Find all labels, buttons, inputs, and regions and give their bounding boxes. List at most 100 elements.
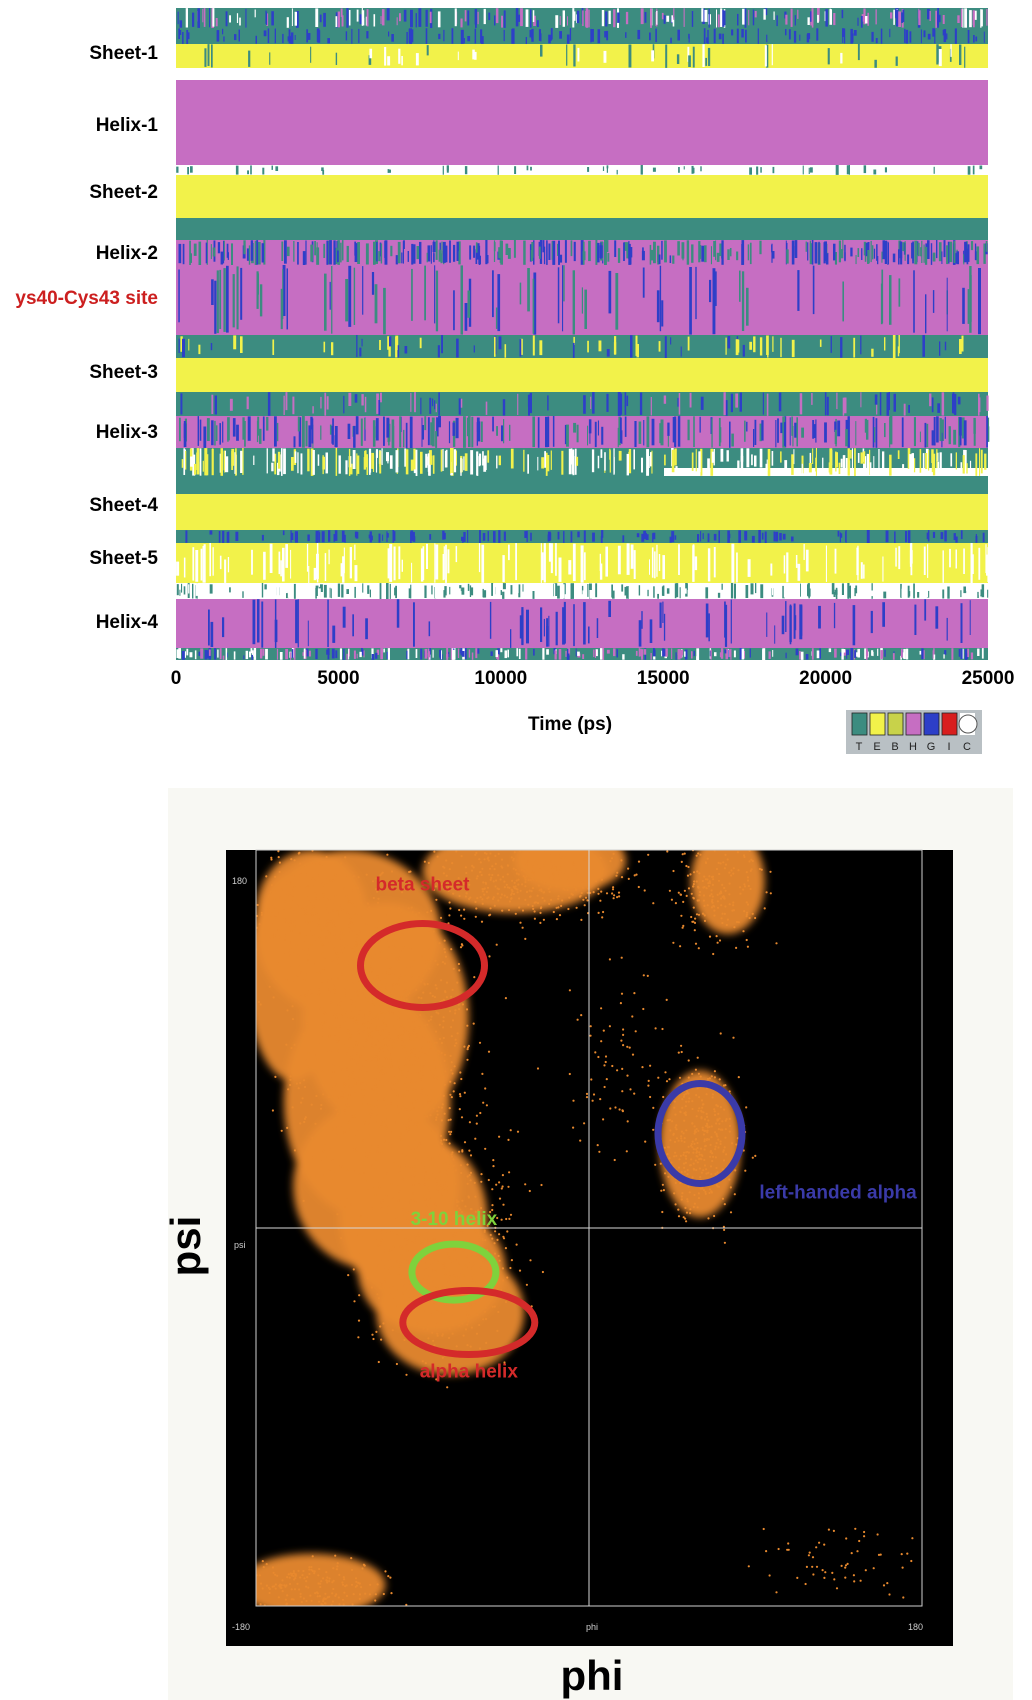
scatter-point (347, 1128, 350, 1131)
scatter-point (310, 943, 313, 946)
scatter-point (462, 1249, 465, 1252)
scatter-point (336, 1071, 339, 1075)
scatter-point (708, 935, 712, 938)
fluctuation-mark (310, 244, 313, 262)
fluctuation-mark (293, 648, 296, 660)
scatter-point (382, 965, 385, 968)
fluctuation-mark (695, 449, 697, 472)
scatter-point (521, 909, 525, 912)
fluctuation-mark (979, 397, 981, 413)
fluctuation-mark (834, 252, 837, 265)
scatter-point (362, 1064, 365, 1067)
scatter-point (381, 1051, 384, 1054)
fluctuation-mark (580, 545, 584, 583)
fluctuation-mark (531, 242, 534, 252)
fluctuation-mark (364, 396, 367, 413)
fluctuation-mark (759, 240, 762, 255)
scatter-point (384, 1056, 387, 1059)
fluctuation-mark (680, 346, 682, 357)
fluctuation-mark (204, 448, 208, 476)
scatter-point (355, 1052, 358, 1055)
scatter-point (468, 1223, 472, 1226)
scatter-point (377, 1297, 381, 1300)
fluctuation-mark (585, 11, 587, 27)
fluctuation-mark (703, 28, 706, 44)
fluctuation-mark (545, 416, 548, 448)
fluctuation-mark (693, 416, 695, 447)
fluctuation-mark (187, 32, 190, 40)
fluctuation-mark (495, 307, 498, 329)
fluctuation-mark (745, 585, 749, 598)
scatter-point (398, 978, 401, 981)
fluctuation-mark (875, 418, 878, 448)
fluctuation-mark (573, 241, 576, 262)
scatter-point (388, 1272, 391, 1275)
fluctuation-mark (771, 243, 773, 263)
scatter-point (365, 922, 368, 925)
scatter-point (362, 1093, 365, 1096)
scatter-point (381, 1259, 384, 1262)
scatter-point (296, 904, 299, 907)
scatter-point (390, 984, 393, 987)
scatter-point (403, 973, 407, 976)
scatter-point (509, 1266, 512, 1270)
fluctuation-mark (244, 421, 246, 447)
scatter-point (409, 885, 412, 888)
fluctuation-mark (653, 241, 656, 264)
scatter-point (408, 1165, 411, 1168)
fluctuation-mark (652, 650, 656, 657)
scatter-point (393, 1047, 396, 1050)
scatter-point (297, 876, 300, 879)
fluctuation-mark (597, 455, 600, 469)
fluctuation-mark (208, 609, 210, 646)
scatter-point (386, 1172, 389, 1175)
scatter-point (366, 1277, 369, 1280)
scatter-point (409, 870, 412, 873)
scatter-point (338, 904, 341, 907)
scatter-point (359, 1092, 362, 1095)
scatter-point (376, 1121, 379, 1124)
scatter-point (338, 884, 341, 887)
fluctuation-mark (427, 417, 430, 446)
fluctuation-mark (271, 11, 274, 26)
scatter-point (346, 911, 349, 914)
fluctuation-mark (699, 416, 701, 433)
fluctuation-mark (698, 451, 701, 476)
scatter-point (436, 1334, 439, 1337)
legend-swatch (923, 712, 940, 736)
fluctuation-mark (467, 36, 471, 42)
scatter-point (412, 1106, 416, 1110)
fluctuation-mark (267, 28, 270, 43)
fluctuation-mark (626, 543, 630, 575)
scatter-point (724, 853, 727, 856)
fluctuation-mark (826, 396, 829, 416)
scatter-point (335, 1013, 338, 1016)
scatter-point (365, 1163, 368, 1167)
fluctuation-mark (904, 241, 906, 261)
scatter-point (256, 903, 259, 907)
scatter-point (337, 1066, 340, 1069)
fluctuation-mark (826, 252, 829, 265)
scatter-point (313, 890, 317, 893)
scatter-point (331, 979, 334, 982)
fluctuation-mark (591, 449, 595, 473)
scatter-point (438, 1170, 442, 1173)
fluctuation-mark (197, 416, 199, 446)
fluctuation-mark (918, 10, 921, 26)
fluctuation-mark (755, 583, 757, 594)
fluctuation-mark (387, 169, 390, 173)
fluctuation-mark (870, 240, 872, 263)
fluctuation-mark (332, 418, 334, 445)
fluctuation-mark (521, 610, 524, 645)
fluctuation-mark (845, 530, 847, 543)
scatter-point (287, 950, 290, 953)
scatter-point (348, 1037, 351, 1040)
scatter-point (335, 1085, 338, 1088)
fluctuation-mark (269, 543, 273, 573)
fluctuation-mark (345, 31, 348, 41)
fluctuation-mark (933, 654, 936, 660)
scatter-point (376, 949, 379, 952)
scatter-point (742, 930, 745, 933)
scatter-point (278, 870, 281, 874)
scatter-point (391, 1196, 394, 1199)
